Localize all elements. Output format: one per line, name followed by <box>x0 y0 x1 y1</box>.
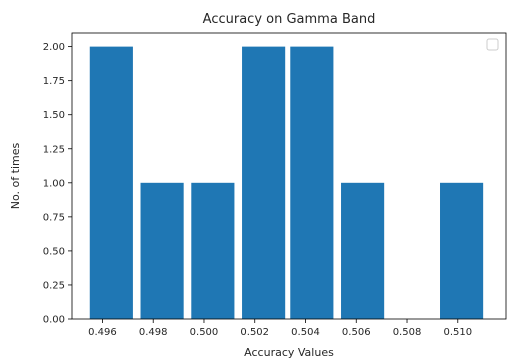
y-axis: 0.00 0.25 0.50 0.75 1.00 1.25 1.50 1.75 2.00 <box>43 42 72 326</box>
bar-1 <box>140 182 184 319</box>
bar-5 <box>341 182 385 319</box>
x-axis: 0.496 0.498 0.500 0.502 0.504 0.506 0.508 0.510 <box>88 319 472 338</box>
x-tick-label: 0.506 <box>342 327 371 338</box>
y-tick-label: 1.25 <box>43 144 65 155</box>
bar-4 <box>290 46 334 319</box>
plot-frame <box>71 32 507 320</box>
x-axis-label: Accuracy Values <box>244 346 334 359</box>
x-tick-label: 0.502 <box>240 327 269 338</box>
y-axis-label: No. of times <box>9 143 22 210</box>
bar-2 <box>191 182 235 319</box>
chart-title: Accuracy on Gamma Band <box>203 12 376 27</box>
y-tick-label: 1.50 <box>43 110 65 121</box>
y-tick-label: 0.25 <box>43 280 65 291</box>
x-tick-label: 0.510 <box>443 327 472 338</box>
bars-layer <box>89 46 484 319</box>
y-tick-label: 0.50 <box>43 246 65 257</box>
x-tick-label: 0.504 <box>291 327 320 338</box>
x-tick-label: 0.498 <box>139 327 168 338</box>
x-tick-label: 0.496 <box>88 327 117 338</box>
x-tick-label: 0.508 <box>393 327 422 338</box>
x-tick-label: 0.500 <box>190 327 219 338</box>
y-tick-label: 1.00 <box>43 178 65 189</box>
y-tick-label: 0.00 <box>43 315 65 326</box>
bar-0 <box>89 46 133 319</box>
bar-6 <box>440 182 484 319</box>
legend-box <box>486 38 499 51</box>
y-tick-label: 0.75 <box>43 212 65 223</box>
y-tick-label: 2.00 <box>43 42 65 53</box>
bar-3 <box>242 46 286 319</box>
y-tick-label: 1.75 <box>43 76 65 87</box>
